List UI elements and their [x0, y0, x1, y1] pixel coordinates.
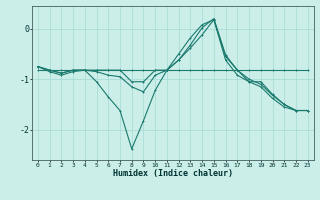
X-axis label: Humidex (Indice chaleur): Humidex (Indice chaleur)	[113, 169, 233, 178]
